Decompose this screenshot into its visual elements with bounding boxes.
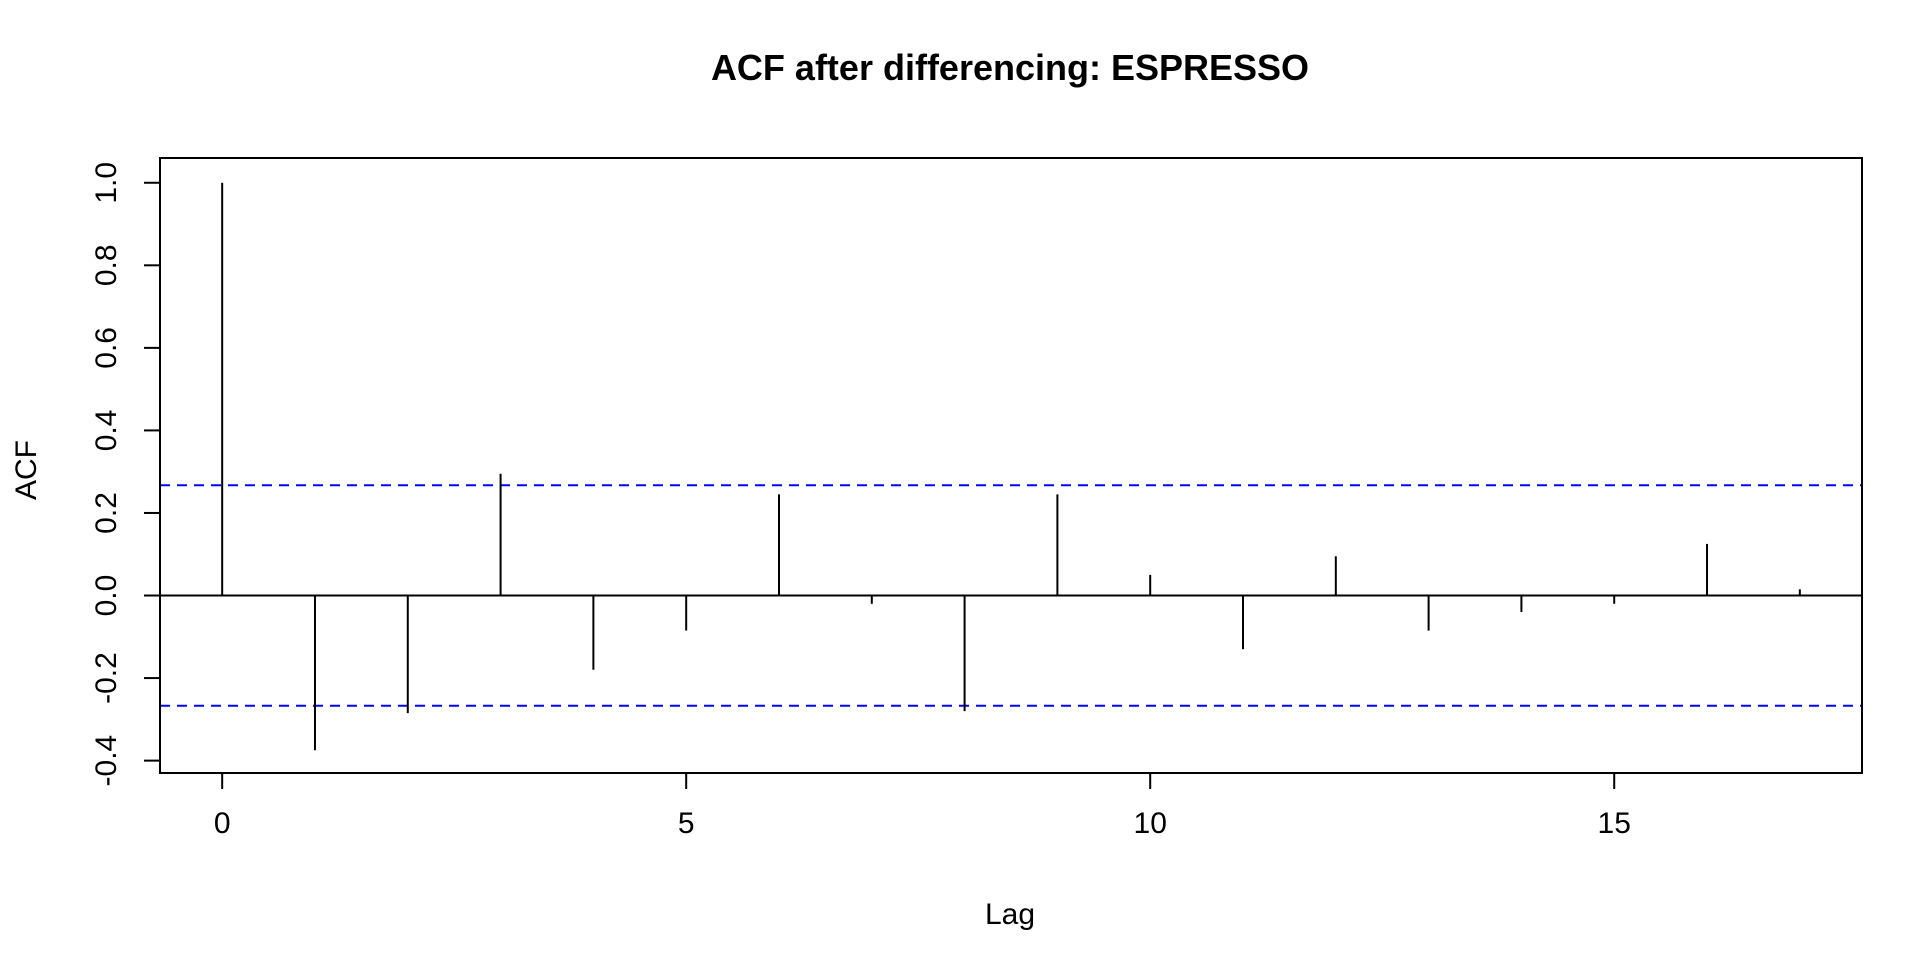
y-tick-label: 0.2: [90, 492, 123, 534]
x-tick-label: 0: [214, 807, 231, 840]
x-tick-label: 5: [678, 807, 695, 840]
y-tick-label: 0.8: [90, 244, 123, 286]
y-tick-label: 1.0: [90, 162, 123, 204]
y-tick-label: 0.0: [90, 575, 123, 617]
plot-frame: [159, 157, 1863, 774]
x-tick-label: 10: [1134, 807, 1167, 840]
x-tick-label: 15: [1598, 807, 1631, 840]
y-tick-label: 0.4: [90, 410, 123, 452]
plot-area: 0 5 10 15 -0.4 -0.2 0.0 0.2 0.4 0.6 0.8 1.0: [90, 157, 1863, 840]
x-axis-label: Lag: [985, 898, 1035, 931]
chart-title: ACF after differencing: ESPRESSO: [711, 47, 1309, 88]
y-tick-label: 0.6: [90, 327, 123, 369]
y-tick-label: -0.4: [90, 735, 123, 787]
y-tick-label: -0.2: [90, 652, 123, 704]
y-axis-label: ACF: [10, 440, 43, 500]
